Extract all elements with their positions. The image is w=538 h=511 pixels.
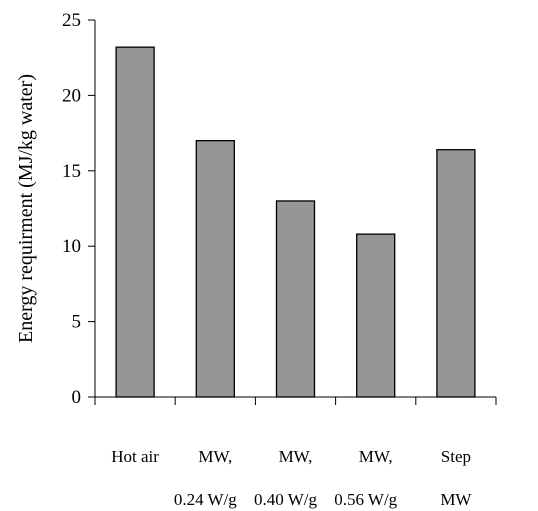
y-tick-label: 20	[62, 85, 81, 106]
bar	[436, 149, 476, 398]
x-category-label: MW,	[359, 447, 393, 466]
x-category-label: 0.24 W/g	[174, 490, 237, 509]
x-category-label: Step	[441, 447, 471, 466]
y-ticks-group: 0 5 10 15 20 25	[62, 10, 95, 408]
bar	[356, 233, 396, 398]
x-category-label: 0.40 W/g	[254, 490, 317, 509]
y-tick-label: 0	[72, 387, 82, 408]
bars-group	[115, 46, 476, 398]
bar	[195, 139, 235, 398]
bar	[115, 46, 155, 398]
y-tick-label: 10	[62, 236, 81, 257]
y-axis-title: Energy requirment (MJ/kg water)	[15, 74, 37, 343]
x-category-label: MW	[440, 490, 472, 509]
x-category-label: Hot air	[111, 447, 159, 466]
y-tick-label: 15	[62, 161, 81, 182]
x-category-label: MW,	[198, 447, 232, 466]
y-tick-label: 5	[72, 312, 82, 333]
bar	[275, 200, 316, 398]
x-category-label: MW,	[279, 447, 313, 466]
x-ticks-group	[94, 397, 497, 405]
x-category-labels: Hot air MW, 0.24 W/g MW, 0.40 W/g MW, 0.56 W/g…	[111, 447, 472, 509]
axes-group	[94, 20, 496, 398]
y-tick-label: 25	[62, 10, 81, 31]
x-category-label: 0.56 W/g	[334, 490, 397, 509]
